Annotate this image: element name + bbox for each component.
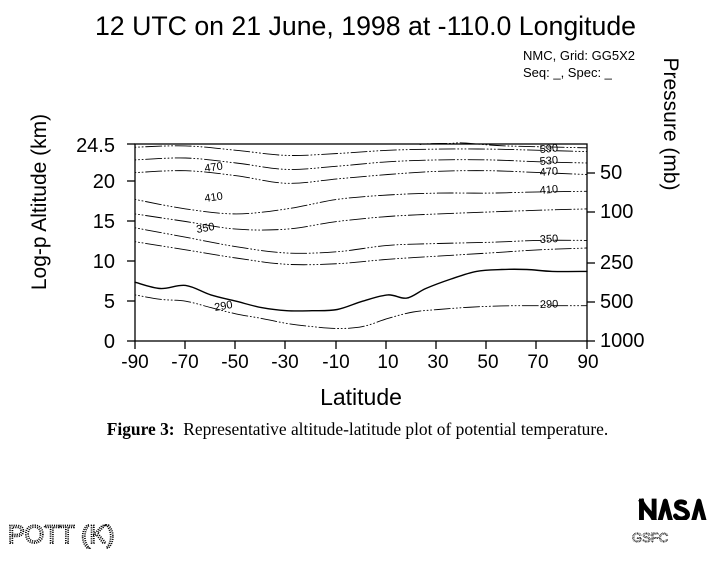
- svg-text:POTT (K): POTT (K): [8, 521, 114, 549]
- svg-text:350: 350: [195, 221, 215, 236]
- svg-text:470: 470: [539, 165, 558, 179]
- svg-text:290: 290: [540, 298, 559, 311]
- svg-text:290: 290: [213, 299, 233, 314]
- svg-text:410: 410: [539, 183, 558, 197]
- svg-text:410: 410: [204, 191, 224, 205]
- svg-text:470: 470: [204, 161, 224, 175]
- svg-text:350: 350: [540, 233, 559, 246]
- svg-text:GSFC: GSFC: [632, 530, 668, 545]
